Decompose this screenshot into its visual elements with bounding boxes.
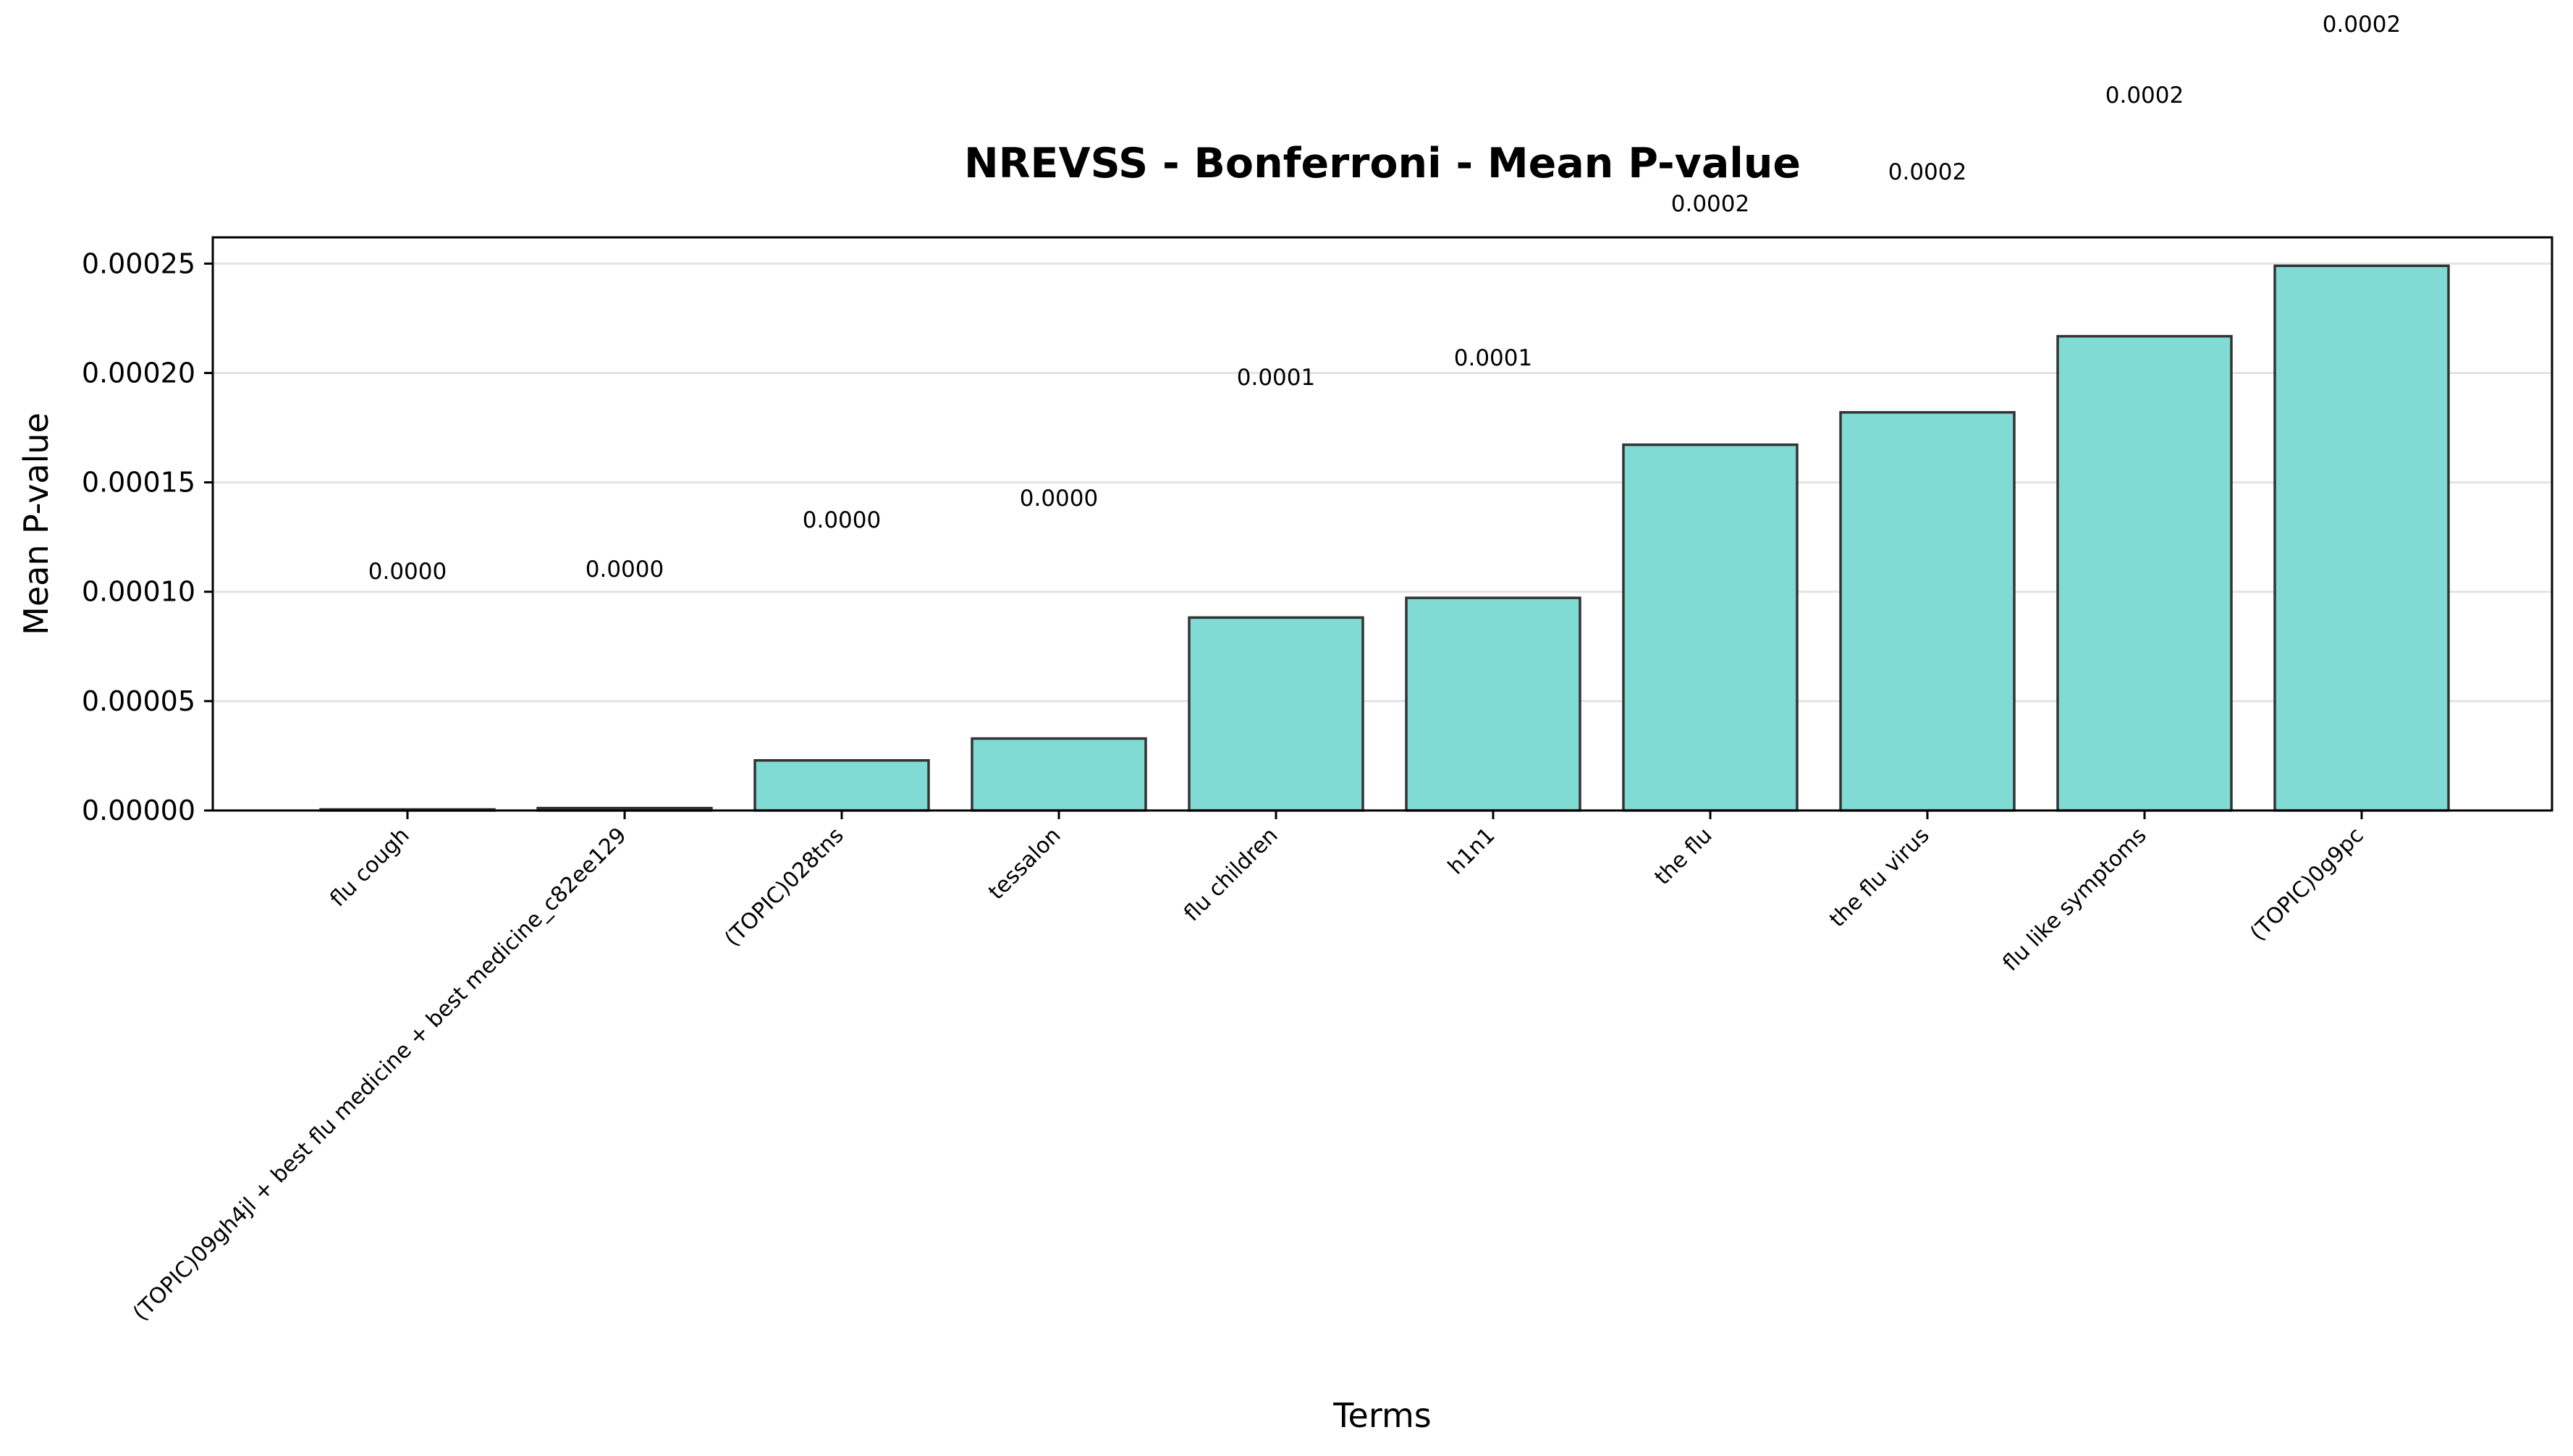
data-label: 0.0002	[2323, 12, 2401, 38]
data-label: 0.0002	[1671, 191, 1749, 217]
y-tick-label: 0.00005	[82, 685, 195, 717]
data-label: 0.0000	[368, 559, 447, 585]
x-tick-label: (TOPIC)0g9pc	[2245, 823, 2368, 946]
data-label: 0.0001	[1237, 365, 1315, 391]
bar	[1622, 443, 1799, 812]
y-tick-label: 0.00000	[82, 795, 195, 826]
data-label: 0.0000	[1020, 486, 1098, 512]
y-tick-label: 0.00010	[82, 576, 195, 608]
x-tick-label: tessalon	[984, 823, 1066, 905]
x-tick-label: (TOPIC)028tns	[720, 823, 849, 952]
x-tick-label: flu like symptoms	[1998, 823, 2151, 976]
y-tick-label: 0.00025	[82, 247, 195, 279]
bar	[753, 759, 930, 812]
data-label: 0.0002	[2105, 82, 2184, 109]
x-axis: flu cough(TOPIC)09gh4jl + best flu medic…	[128, 810, 2369, 1326]
bar	[2273, 264, 2450, 812]
y-tick-label: 0.00020	[82, 357, 195, 389]
bar	[2056, 334, 2233, 812]
data-label: 0.0000	[586, 556, 664, 583]
y-axis: 0.00000 0.00005 0.00010 0.00015 0.00020 0.000…	[82, 247, 213, 826]
x-tick-label: (TOPIC)09gh4jl + best flu medicine + bes…	[128, 823, 631, 1326]
x-tick-label: h1n1	[1443, 823, 1500, 880]
bar	[1405, 596, 1581, 812]
x-tick-label: the flu	[1650, 823, 1718, 890]
data-labels: 0.0000 0.0000 0.0000 0.0000 0.0001 0.0001 0.00…	[368, 12, 2401, 585]
data-label: 0.0002	[1888, 159, 1966, 185]
bar	[971, 737, 1147, 812]
chart-title: NREVSS - Bonferroni - Mean P-value	[964, 140, 1801, 187]
x-tick-label: the flu virus	[1825, 823, 1935, 933]
bar	[1188, 616, 1364, 812]
bar	[1839, 411, 2016, 812]
plot-area-frame	[211, 236, 2553, 812]
x-tick-label: flu cough	[325, 823, 414, 912]
x-axis-title: Terms	[1332, 1396, 1431, 1435]
bars	[319, 264, 2450, 812]
data-label: 0.0000	[803, 507, 881, 533]
y-axis-title: Mean P-value	[17, 412, 56, 635]
y-tick-label: 0.00015	[82, 467, 195, 499]
x-tick-label: flu children	[1179, 823, 1283, 926]
data-label: 0.0001	[1454, 345, 1532, 371]
